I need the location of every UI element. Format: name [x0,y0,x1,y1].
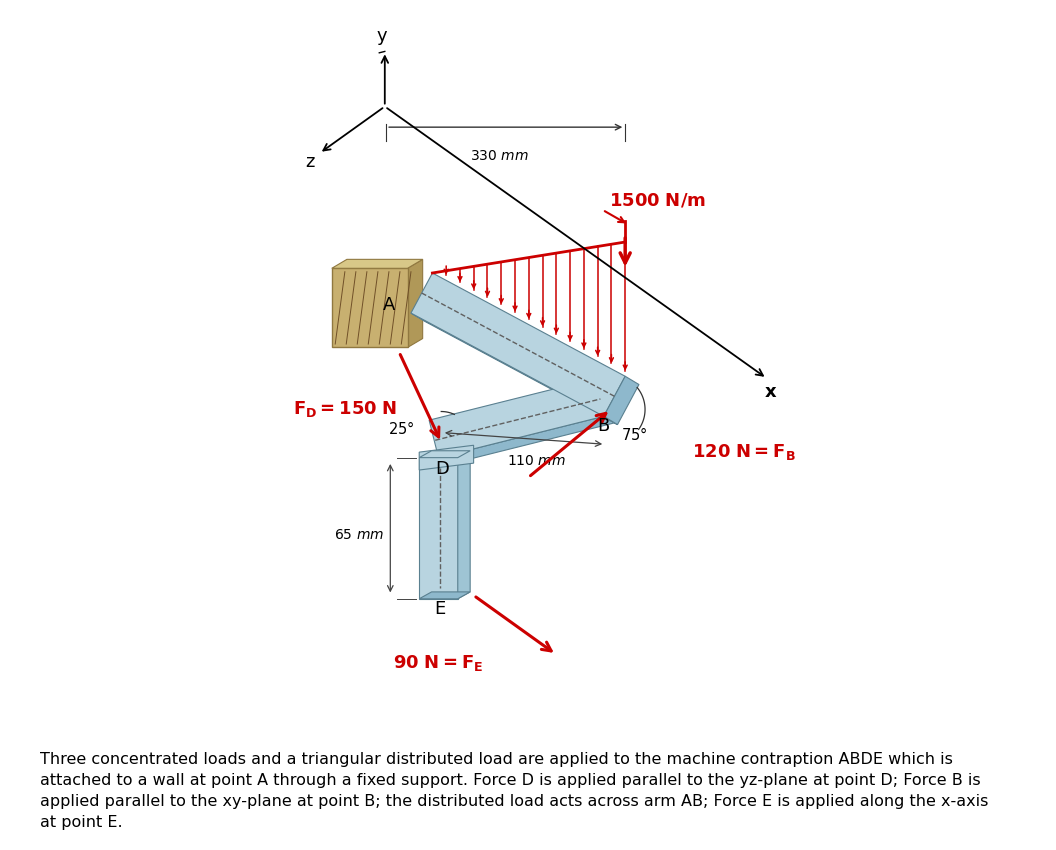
Polygon shape [595,379,618,422]
Text: $\mathbf{90\ N = F_E}$: $\mathbf{90\ N = F_E}$ [394,653,484,673]
Polygon shape [408,259,422,348]
Text: Three concentrated loads and a triangular distributed load are applied to the ma: Three concentrated loads and a triangula… [40,752,988,830]
Polygon shape [419,445,473,470]
Text: A: A [382,296,395,314]
Polygon shape [419,592,470,598]
Text: $110\ mm$: $110\ mm$ [508,454,566,468]
Polygon shape [411,273,625,416]
Text: x: x [765,383,776,401]
Text: B: B [598,417,610,435]
Text: $65\ mm$: $65\ mm$ [334,528,384,541]
Text: D: D [436,460,450,478]
Polygon shape [332,269,408,348]
Polygon shape [604,377,639,425]
Text: $75°$: $75°$ [621,427,647,444]
Text: $\mathbf{F_D = 150\ N}$: $\mathbf{F_D = 150\ N}$ [294,400,397,419]
Polygon shape [419,457,457,598]
Polygon shape [419,450,470,457]
Text: $330\ mm$: $330\ mm$ [470,149,529,163]
Text: E: E [434,600,446,618]
Text: y: y [376,26,386,44]
Text: z: z [305,153,315,171]
Text: $25°$: $25°$ [388,420,415,437]
Polygon shape [411,313,618,425]
Polygon shape [429,379,604,457]
Polygon shape [457,450,470,598]
Text: $\mathbf{1500\ N/m}$: $\mathbf{1500\ N/m}$ [609,192,706,210]
Polygon shape [332,259,422,269]
Polygon shape [438,416,618,463]
Text: $\mathbf{120\ N = F_B}$: $\mathbf{120\ N = F_B}$ [692,442,795,462]
